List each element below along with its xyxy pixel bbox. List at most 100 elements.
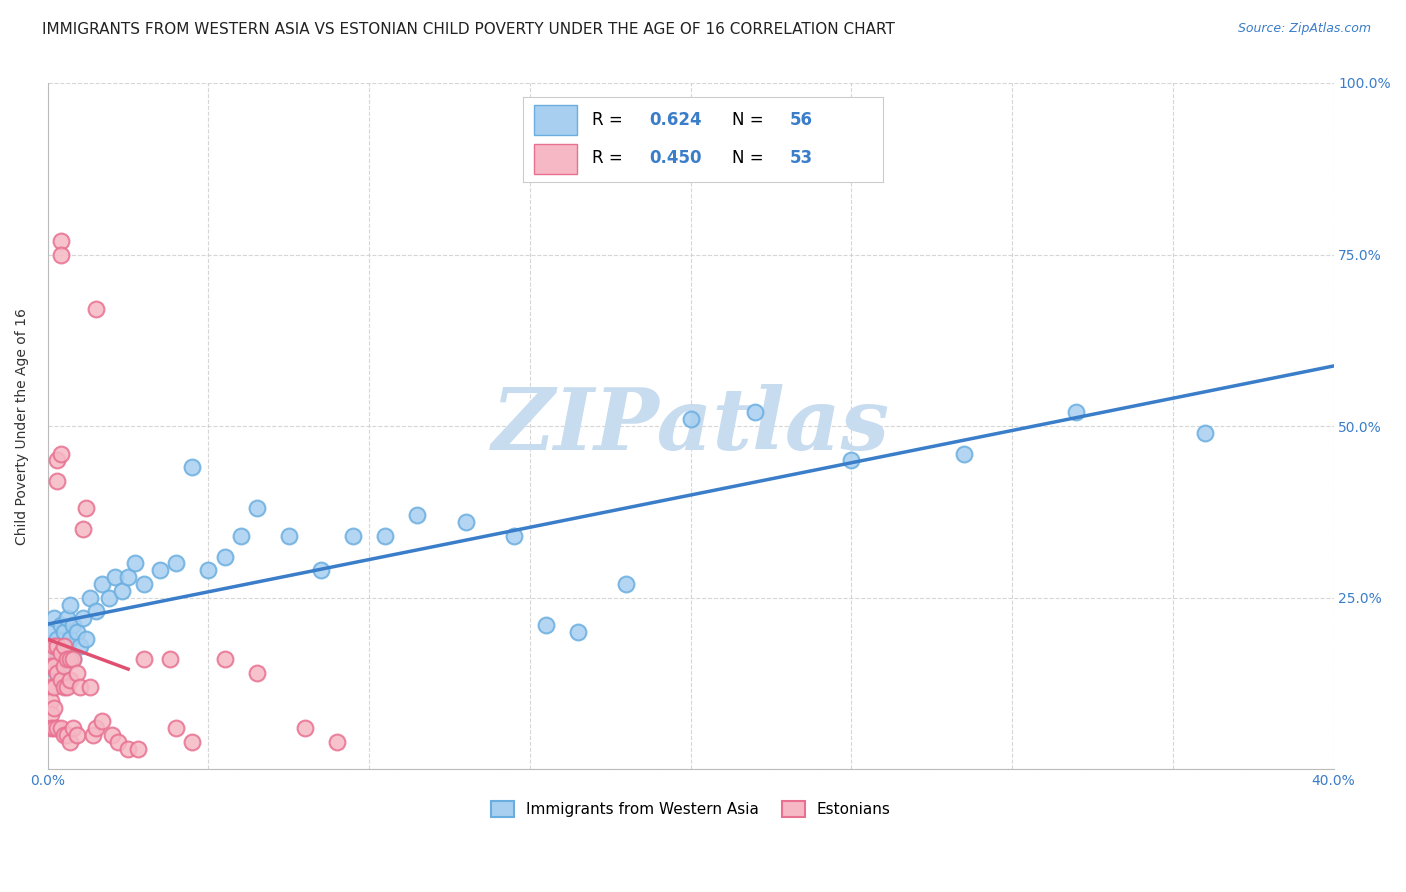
Point	[52, 659, 75, 673]
Point	[1066, 405, 1088, 419]
Point	[66, 625, 89, 640]
Point	[46, 453, 69, 467]
Point	[49, 247, 72, 261]
Point	[75, 632, 97, 646]
Point	[56, 611, 79, 625]
Point	[59, 673, 82, 687]
Point	[277, 529, 299, 543]
Point	[39, 694, 62, 708]
Point	[44, 680, 66, 694]
Point	[49, 646, 72, 660]
Point	[229, 529, 252, 543]
Point	[39, 646, 62, 660]
Point	[197, 563, 219, 577]
Point	[84, 721, 107, 735]
Point	[117, 570, 139, 584]
Point	[841, 453, 863, 467]
Point	[46, 721, 69, 735]
Point	[374, 529, 396, 543]
Point	[46, 474, 69, 488]
Point	[502, 529, 524, 543]
Point	[52, 728, 75, 742]
Point	[159, 652, 181, 666]
Point	[49, 721, 72, 735]
Point	[49, 234, 72, 248]
Point	[101, 728, 124, 742]
Point	[246, 501, 269, 516]
Point	[79, 680, 101, 694]
Point	[59, 632, 82, 646]
Point	[62, 652, 84, 666]
Point	[104, 570, 127, 584]
Point	[39, 646, 62, 660]
Point	[326, 735, 349, 749]
Point	[309, 563, 332, 577]
Point	[39, 721, 62, 735]
Point	[744, 405, 766, 419]
Point	[72, 611, 94, 625]
Point	[149, 563, 172, 577]
Point	[66, 728, 89, 742]
Point	[127, 741, 149, 756]
Point	[454, 515, 477, 529]
Point	[56, 680, 79, 694]
Point	[124, 557, 146, 571]
Point	[46, 632, 69, 646]
Point	[49, 673, 72, 687]
Point	[246, 666, 269, 681]
Point	[49, 639, 72, 653]
Point	[1194, 425, 1216, 440]
Point	[49, 618, 72, 632]
Point	[49, 673, 72, 687]
Point	[39, 680, 62, 694]
Point	[44, 611, 66, 625]
Point	[44, 659, 66, 673]
Text: ZIPatlas: ZIPatlas	[492, 384, 890, 468]
Point	[56, 639, 79, 653]
Point	[52, 680, 75, 694]
Point	[52, 639, 75, 653]
Point	[52, 646, 75, 660]
Point	[59, 652, 82, 666]
Point	[59, 598, 82, 612]
Point	[79, 591, 101, 605]
Point	[44, 639, 66, 653]
Point	[117, 741, 139, 756]
Point	[46, 666, 69, 681]
Point	[69, 680, 91, 694]
Point	[614, 577, 637, 591]
Point	[72, 522, 94, 536]
Point	[181, 735, 204, 749]
Point	[111, 583, 134, 598]
Point	[342, 529, 364, 543]
Point	[46, 639, 69, 653]
Point	[181, 460, 204, 475]
Point	[679, 412, 702, 426]
Point	[84, 302, 107, 317]
Point	[39, 707, 62, 722]
Point	[49, 446, 72, 460]
Point	[62, 721, 84, 735]
Text: Source: ZipAtlas.com: Source: ZipAtlas.com	[1237, 22, 1371, 36]
Point	[39, 625, 62, 640]
Point	[75, 501, 97, 516]
Point	[134, 652, 156, 666]
Point	[56, 728, 79, 742]
Legend: Immigrants from Western Asia, Estonians: Immigrants from Western Asia, Estonians	[485, 796, 897, 823]
Point	[62, 652, 84, 666]
Point	[534, 618, 557, 632]
Point	[294, 721, 316, 735]
Point	[406, 508, 429, 523]
Point	[52, 659, 75, 673]
Point	[91, 714, 114, 729]
Point	[52, 625, 75, 640]
Point	[69, 639, 91, 653]
Point	[59, 735, 82, 749]
Point	[214, 549, 236, 564]
Point	[82, 728, 104, 742]
Point	[567, 625, 589, 640]
Point	[44, 721, 66, 735]
Point	[97, 591, 120, 605]
Point	[214, 652, 236, 666]
Y-axis label: Child Poverty Under the Age of 16: Child Poverty Under the Age of 16	[15, 308, 30, 544]
